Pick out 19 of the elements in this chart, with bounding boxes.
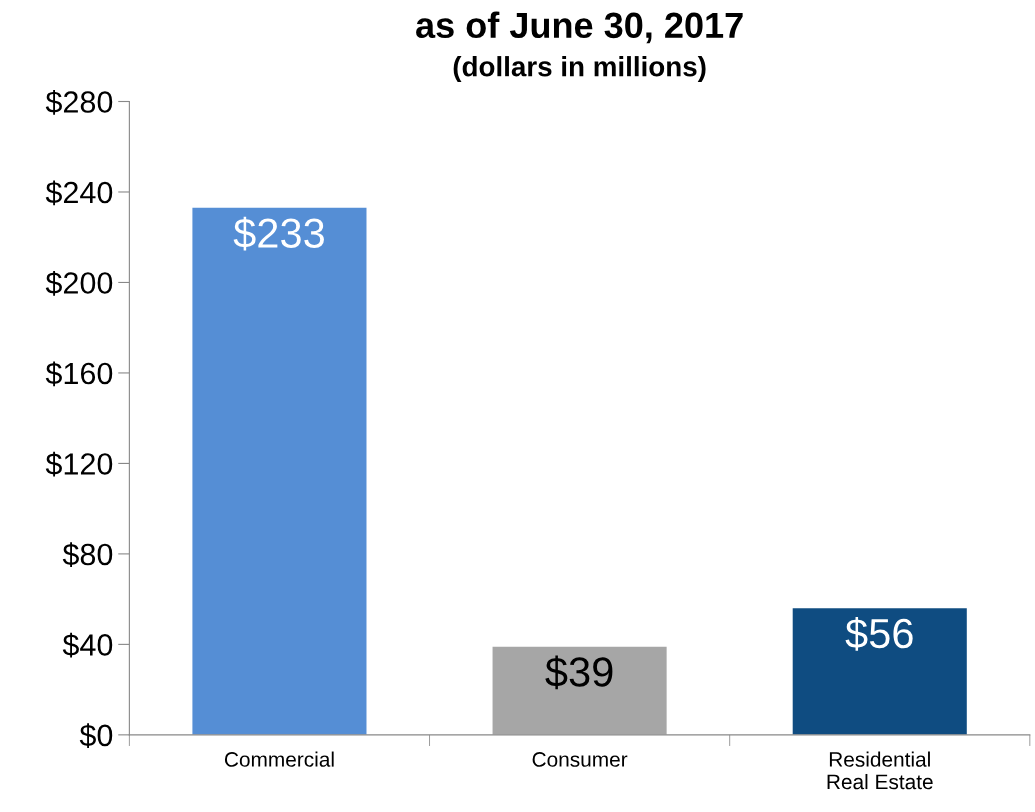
x-tick-label: Consumer (532, 752, 628, 767)
data-label: $39 (545, 655, 613, 690)
chart-subtitle: (dollars in millions) (453, 56, 706, 82)
y-tick-label: $0 (79, 723, 113, 749)
chart-title: as of June 30, 2017 (416, 11, 743, 44)
data-label: $233 (233, 216, 324, 251)
y-tick-label: $40 (62, 632, 113, 658)
y-tick-label: $80 (62, 542, 113, 568)
x-tick-label: Commercial (224, 751, 334, 767)
y-tick-label: $280 (45, 89, 113, 115)
y-tick-label: $160 (45, 361, 113, 387)
data-label: $56 (845, 617, 913, 651)
bar (192, 207, 367, 735)
x-tick-label: Residential Real Estate (827, 751, 933, 790)
y-tick-label: $120 (45, 451, 113, 477)
y-tick-label: $240 (45, 180, 113, 206)
y-tick-label: $200 (45, 270, 113, 296)
bar (492, 646, 667, 735)
bar (792, 608, 967, 735)
